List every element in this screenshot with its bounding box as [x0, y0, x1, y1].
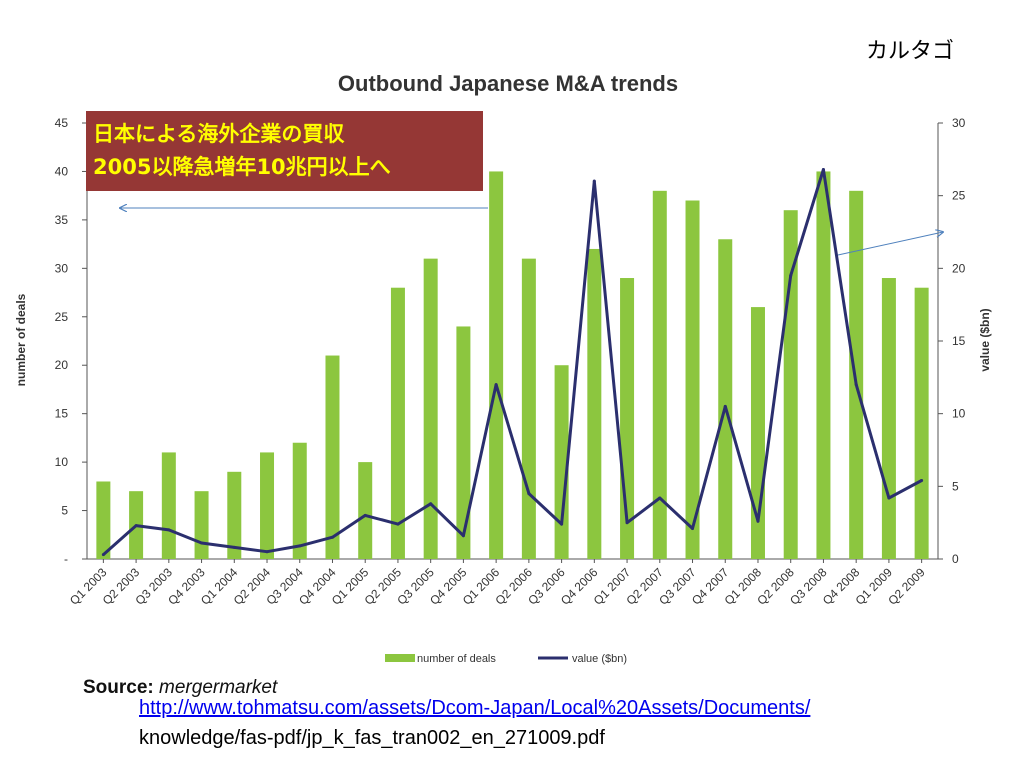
line-point	[330, 535, 334, 539]
y-tick-label-left: 35	[55, 213, 69, 227]
y-tick-label-right: 30	[952, 116, 966, 130]
bar	[194, 491, 209, 559]
bar	[161, 452, 176, 559]
line-point	[298, 544, 302, 548]
line-group	[101, 168, 924, 557]
bar	[325, 355, 340, 559]
y-tick-label-right: 5	[952, 479, 959, 493]
y-axis-label-right: value ($bn)	[978, 308, 992, 371]
line-point	[134, 524, 138, 528]
bar	[260, 452, 275, 559]
line-point	[625, 521, 629, 525]
bar	[914, 287, 929, 559]
y-tick-label-left: 25	[55, 310, 69, 324]
line-point	[789, 274, 793, 278]
line-point	[494, 383, 498, 387]
chart-title: Outbound Japanese M&A trends	[338, 71, 678, 96]
y-tick-label-left: 10	[55, 455, 69, 469]
line-point	[920, 479, 924, 483]
bar	[652, 190, 667, 560]
legend-line-label: value ($bn)	[572, 653, 627, 665]
bar	[816, 171, 831, 559]
x-tick-label: Q2 2009	[885, 565, 928, 608]
bar	[423, 258, 438, 559]
line-point	[167, 528, 171, 532]
source-label: Source:	[83, 677, 154, 698]
line-point	[101, 553, 105, 557]
bar	[456, 326, 471, 559]
corner-label: カルタゴ	[866, 38, 955, 63]
y-tick-label-left: 45	[55, 116, 69, 130]
annotation-line-1: 日本による海外企業の買収	[93, 122, 345, 146]
y-tick-label-right: 25	[952, 189, 966, 203]
line-point	[200, 541, 204, 545]
line-point	[461, 534, 465, 538]
bar	[587, 248, 602, 559]
source-url-continuation: knowledge/fas-pdf/jp_k_fas_tran002_en_27…	[139, 727, 605, 749]
bar	[358, 462, 373, 559]
annotation-line-2: 2005以降急増年10兆円以上へ	[93, 155, 391, 179]
annotation-background	[86, 111, 483, 191]
bar	[390, 287, 405, 559]
bar	[292, 442, 307, 559]
y-tick-label-right: 10	[952, 407, 966, 421]
line-point	[887, 496, 891, 500]
y-tick-label-left: 20	[55, 358, 69, 372]
y-tick-label-left: 5	[61, 504, 68, 518]
line-point	[396, 522, 400, 526]
source-line: Source: mergermarket	[83, 677, 277, 699]
line-point	[592, 179, 596, 183]
bar	[96, 481, 111, 559]
y-tick-label-left: 15	[55, 407, 69, 421]
line-point	[560, 522, 564, 526]
source-name: mergermarket	[159, 677, 278, 698]
y-tick-label-right: 15	[952, 334, 966, 348]
bar	[554, 365, 569, 559]
legend-bar-swatch	[385, 654, 415, 662]
bar	[718, 239, 733, 559]
bar	[521, 258, 536, 559]
bar	[489, 171, 504, 559]
line-point	[429, 502, 433, 506]
annotation-arrow-right	[837, 232, 943, 256]
chart: Outbound Japanese M&A trends - 5 10 15 20 25 3…	[14, 71, 992, 665]
bars-group	[96, 171, 929, 560]
y-tick-label-left: 30	[55, 261, 69, 275]
line-point	[527, 492, 531, 496]
annotation-box: 日本による海外企業の買収 2005以降急増年10兆円以上へ	[86, 111, 483, 191]
value-line	[102, 168, 923, 556]
bar	[881, 278, 896, 559]
source-url-link[interactable]: http://www.tohmatsu.com/assets/Dcom-Japa…	[139, 697, 811, 719]
bar	[227, 471, 242, 559]
line-point	[821, 168, 825, 172]
y-tick-label-right: 0	[952, 552, 959, 566]
line-point	[658, 496, 662, 500]
legend-bar-label: number of deals	[417, 653, 496, 665]
line-point	[265, 550, 269, 554]
line-point	[691, 526, 695, 530]
legend: number of deals value ($bn)	[385, 653, 627, 665]
y-tick-label-left: 40	[55, 164, 69, 178]
line-point	[363, 513, 367, 517]
line-point	[723, 404, 727, 408]
line-point	[756, 519, 760, 523]
line-point	[854, 383, 858, 387]
y-tick-label-right: 20	[952, 261, 966, 275]
y-axis-label-left: number of deals	[14, 293, 28, 386]
line-point	[232, 545, 236, 549]
y-tick-label-left: -	[64, 552, 68, 566]
bar	[685, 200, 700, 559]
